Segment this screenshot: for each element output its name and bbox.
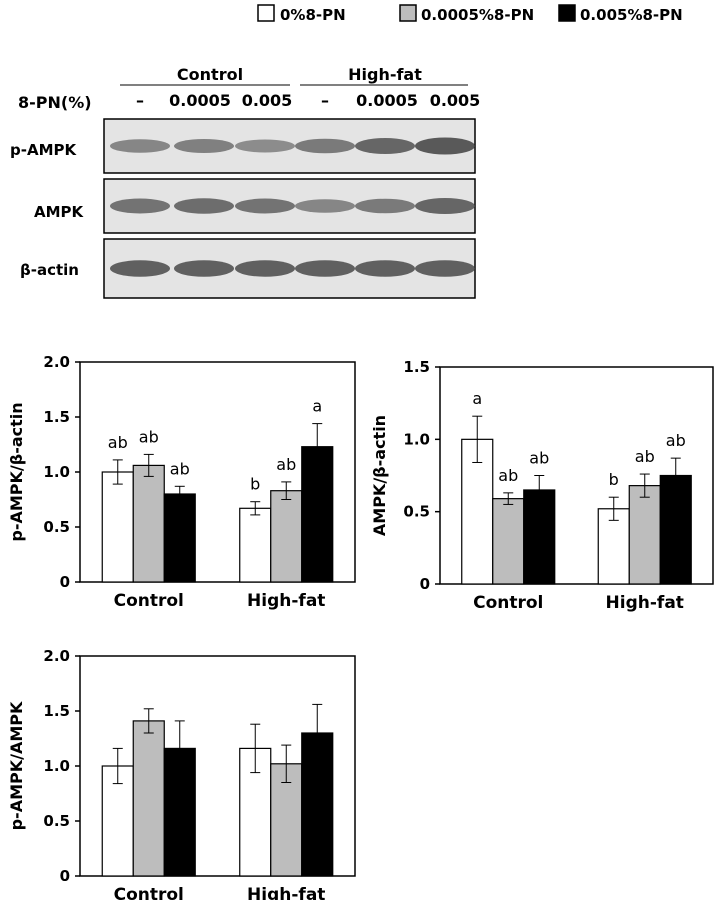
y-tick-label: 1.5	[403, 358, 430, 376]
blot-band	[355, 260, 415, 277]
blot-band	[295, 138, 355, 154]
blot-band	[110, 139, 170, 153]
bar	[239, 507, 272, 583]
blot-band	[174, 260, 234, 277]
y-tick-label: 1.0	[403, 430, 430, 448]
x-category-label: Control	[114, 885, 184, 900]
blot-panels	[103, 118, 476, 299]
significance-label: a	[472, 389, 482, 408]
x-category-label: High-fat	[247, 885, 325, 900]
bar	[492, 498, 525, 585]
bar	[659, 474, 692, 585]
y-tick-label: 1.0	[43, 757, 70, 775]
y-tick-label: 0.5	[43, 812, 70, 830]
bar	[132, 720, 165, 877]
significance-label: b	[250, 475, 260, 494]
x-category-label: High-fat	[606, 593, 684, 613]
blot-band	[355, 198, 415, 214]
significance-label: ab	[170, 459, 190, 478]
bar	[101, 471, 134, 583]
legend-swatch-1	[399, 4, 417, 22]
blot-band	[174, 139, 234, 153]
significance-label: a	[312, 397, 322, 416]
significance-label: ab	[666, 431, 686, 450]
bar	[163, 493, 196, 583]
blot-group-header-highfat: High-fat	[348, 65, 422, 84]
x-category-label: Control	[473, 593, 543, 613]
bar	[461, 438, 494, 585]
y-tick-label: 0	[60, 867, 70, 885]
plot-frame	[439, 366, 714, 585]
blot-band	[235, 198, 295, 214]
y-tick-label: 1.0	[43, 463, 70, 481]
y-tick-label: 1.5	[43, 408, 70, 426]
significance-label: ab	[276, 455, 296, 474]
blot-row-label-pampk: p-AMPK	[10, 141, 77, 159]
blot-dose-3: –	[321, 91, 329, 110]
x-category-label: Control	[114, 591, 184, 611]
x-category-label: High-fat	[247, 591, 325, 611]
y-tick-label: 0	[420, 575, 430, 593]
blot-dose-label: 8-PN(%)	[18, 93, 92, 112]
y-axis-label: AMPK/β-actin	[370, 415, 389, 536]
legend-swatch-0	[257, 4, 275, 22]
bar	[628, 485, 661, 585]
y-tick-label: 0.5	[403, 503, 430, 521]
y-tick-label: 2.0	[43, 353, 70, 371]
y-tick-label: 0	[60, 573, 70, 591]
legend-label-0: 0%8-PN	[280, 6, 346, 24]
legend-swatch-2	[558, 4, 576, 22]
blot-dose-4: 0.0005	[356, 91, 418, 110]
blot-band	[295, 260, 355, 277]
legend-label-2: 0.005%8-PN	[580, 6, 683, 24]
blot-dose-1: 0.0005	[169, 91, 231, 110]
y-tick-label: 0.5	[43, 518, 70, 536]
y-axis-label: p-AMPK/β-actin	[7, 402, 26, 541]
blot-band	[355, 138, 415, 154]
blot-band	[295, 199, 355, 213]
blot-band	[235, 139, 295, 153]
legend-label-1: 0.0005%8-PN	[421, 6, 534, 24]
y-axis-label: p-AMPK/AMPK	[7, 701, 26, 830]
blot-dose-0: –	[136, 91, 144, 110]
blot-band	[174, 198, 234, 214]
blot-band	[235, 260, 295, 277]
significance-label: ab	[498, 466, 518, 485]
blot-dose-2: 0.005	[242, 91, 293, 110]
significance-label: ab	[635, 447, 655, 466]
bar	[270, 490, 303, 583]
western-blot: Control High-fat 8-PN(%) – 0.0005 0.005 …	[10, 65, 481, 299]
significance-label: ab	[139, 427, 159, 446]
blot-band	[110, 198, 170, 214]
significance-label: b	[609, 470, 619, 489]
y-tick-label: 2.0	[43, 647, 70, 665]
blot-band	[110, 260, 170, 277]
chart-pampk-ampk: 0 0.5 1.0 1.5 2.0 p-AMPK/AMPK Control High-fat	[7, 647, 356, 900]
significance-label: ab	[529, 449, 549, 468]
blot-band	[415, 198, 475, 214]
blot-group-header-control: Control	[177, 65, 243, 84]
blot-dose-5: 0.005	[430, 91, 481, 110]
blot-band	[415, 260, 475, 277]
blot-row-label-ampk: AMPK	[34, 203, 85, 221]
significance-label: ab	[108, 433, 128, 452]
chart-ampk-bactin: 00.51.01.5AMPK/β-actinControlaababHigh-f…	[370, 358, 714, 613]
bar	[132, 464, 165, 583]
bar	[101, 765, 134, 877]
blot-band	[415, 137, 475, 155]
legend: 0%8-PN 0.0005%8-PN 0.005%8-PN	[257, 4, 683, 24]
y-tick-label: 1.5	[43, 702, 70, 720]
blot-row-label-bactin: β-actin	[20, 261, 79, 279]
